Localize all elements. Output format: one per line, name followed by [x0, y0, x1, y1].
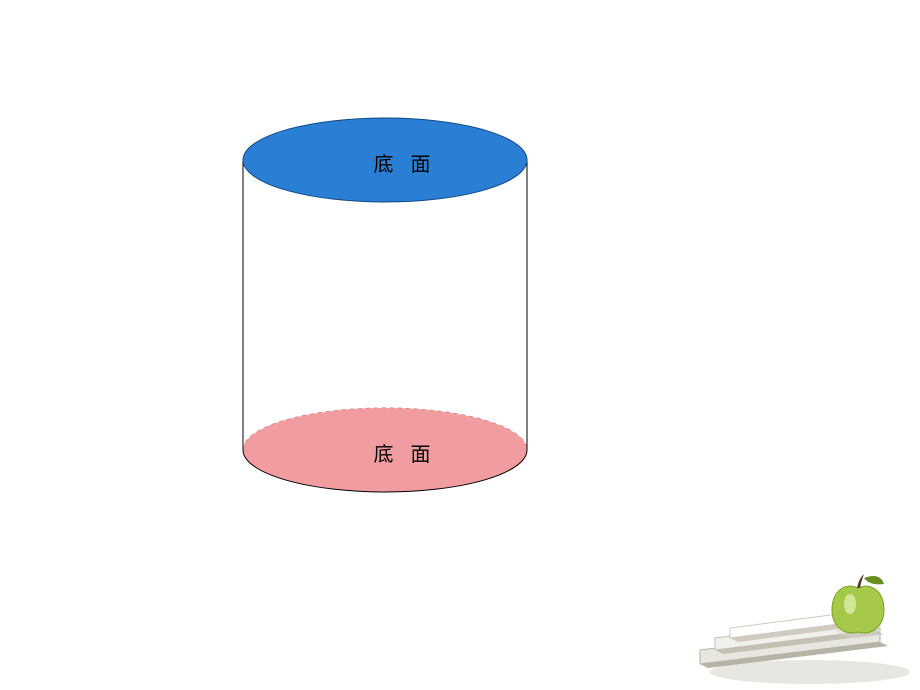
bottom-face-label: 底 面 — [325, 438, 485, 467]
corner-decor — [660, 530, 920, 690]
diagram-stage: 底 面 底 面 — [0, 0, 920, 690]
top-face-label: 底 面 — [325, 148, 485, 177]
apple-icon — [832, 574, 884, 638]
